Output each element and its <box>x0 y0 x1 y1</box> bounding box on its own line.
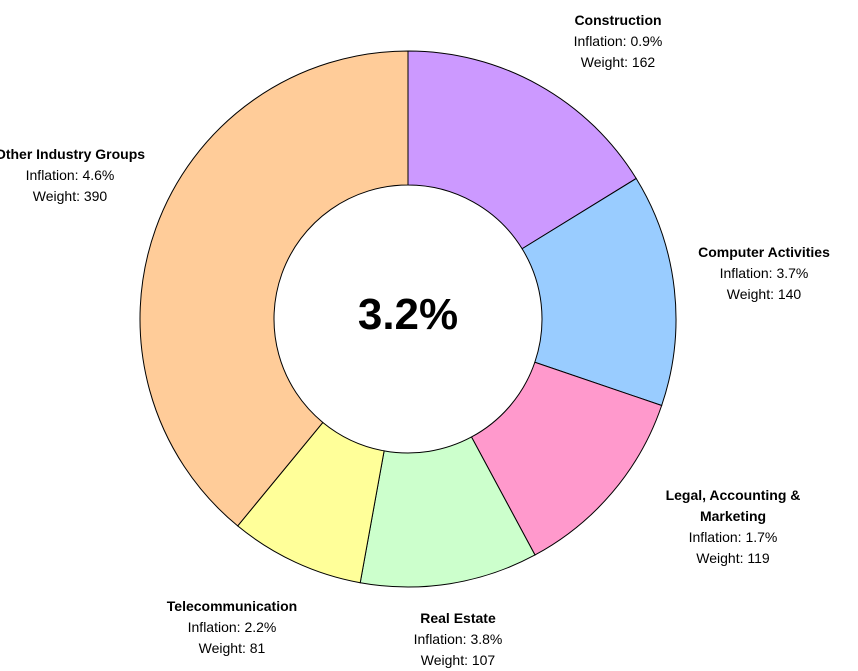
slice-label: Telecommunication Inflation: 2.2% Weight: … <box>147 596 317 659</box>
category-name: Telecommunication <box>166 598 298 614</box>
center-label: 3.2% <box>357 290 459 339</box>
slice <box>139 50 409 527</box>
slice-label: Legal, Accounting & Marketing Inflation: … <box>648 485 818 569</box>
weight-label: Weight: 81 <box>198 640 266 656</box>
weight-label: Weight: 140 <box>726 286 802 302</box>
slice <box>521 177 677 407</box>
inflation-label: Inflation: 2.2% <box>187 619 277 635</box>
slice-label: Construction Inflation: 0.9% Weight: 162 <box>533 10 703 73</box>
slice-label: Computer Activities Inflation: 3.7% Weight… <box>679 242 849 305</box>
inflation-label: Inflation: 4.6% <box>25 167 115 183</box>
slice <box>407 50 637 250</box>
category-name: Construction <box>574 12 662 28</box>
slice-label: Other Industry Groups Inflation: 4.6% Weig… <box>0 144 155 207</box>
inflation-label: Inflation: 1.7% <box>688 529 778 545</box>
category-name: Computer Activities <box>698 244 830 260</box>
weight-label: Weight: 119 <box>696 550 770 566</box>
inflation-label: Inflation: 0.9% <box>573 33 663 49</box>
category-name: Other Industry Groups <box>0 146 146 162</box>
weight-label: Weight: 162 <box>580 54 656 70</box>
inflation-label: Inflation: 3.7% <box>719 265 809 281</box>
category-name: Legal, Accounting & Marketing <box>665 487 801 524</box>
weight-label: Weight: 107 <box>420 652 496 668</box>
slice-label: Real Estate Inflation: 3.8% Weight: 107 <box>373 608 543 671</box>
inflation-label: Inflation: 3.8% <box>413 631 503 647</box>
weight-label: Weight: 390 <box>32 188 108 204</box>
category-name: Real Estate <box>420 610 496 626</box>
